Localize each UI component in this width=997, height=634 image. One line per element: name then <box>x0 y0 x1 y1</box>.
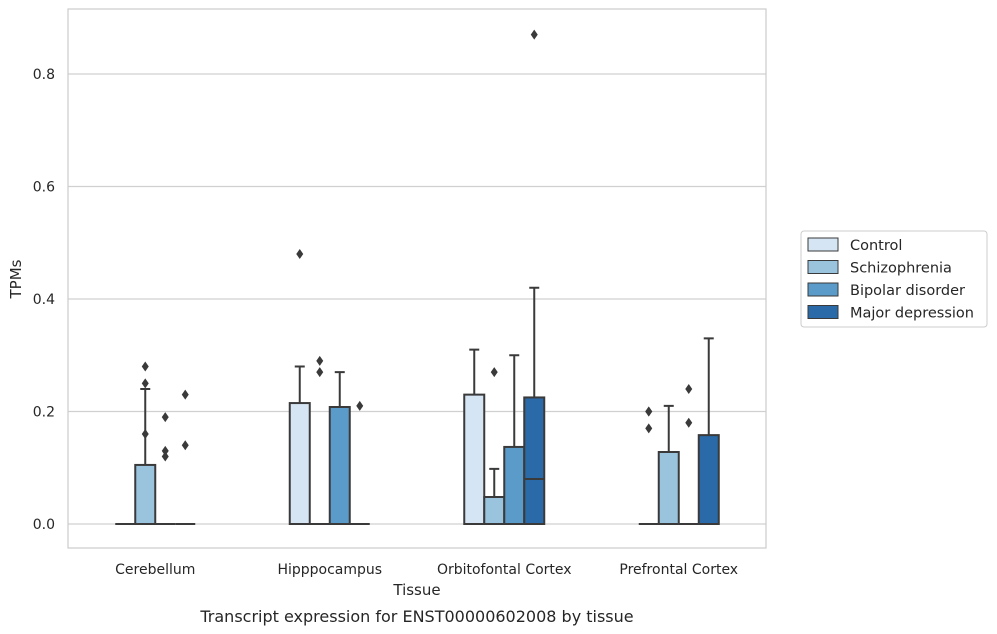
box-orbitofontal-cortex-schizophrenia <box>483 367 506 525</box>
outlier-point <box>141 429 149 439</box>
legend: Control Schizophrenia Bipolar disorder Majo… <box>800 230 988 328</box>
y-tick-label: 0.6 <box>33 180 55 196</box>
legend-swatch <box>807 282 839 297</box>
x-tick-label: Orbitofontal Cortex <box>437 562 572 578</box>
box-hipppocampus-schizophrenia <box>309 355 330 525</box>
outlier-point <box>685 384 693 394</box>
x-tick-labels: Cerebellum Hipppocampus Orbitofontal Corte… <box>115 562 738 578</box>
y-tick-label: 0.4 <box>33 292 55 308</box>
outlier-point <box>181 440 189 451</box>
box-body <box>503 445 526 525</box>
outlier-point <box>490 367 498 378</box>
plot-frame <box>67 8 767 549</box>
box-body <box>328 406 351 525</box>
legend-swatch <box>807 237 839 252</box>
box-body <box>483 496 506 525</box>
outlier-point <box>645 406 653 417</box>
outlier-point <box>161 451 169 462</box>
x-tick-label: Cerebellum <box>115 562 195 578</box>
outlier-point <box>316 355 324 366</box>
x-axis-label: Tissue <box>392 581 440 599</box>
outlier-point <box>141 361 149 372</box>
box-orbitofontal-cortex-major-depression <box>523 29 546 525</box>
legend-label: Major depression <box>850 306 974 322</box>
box-body <box>288 402 311 525</box>
box-hipppocampus-control <box>288 249 311 525</box>
outlier-point <box>645 423 653 434</box>
legend-swatch <box>807 305 839 319</box>
legend-frame <box>800 230 988 328</box>
box-cerebellum-bipolar-disorder <box>155 412 176 525</box>
box-prefrontal-cortex-major-depression <box>697 337 720 525</box>
outlier-point <box>530 29 538 40</box>
outlier-point <box>685 417 693 428</box>
box-prefrontal-cortex-bipolar-disorder <box>678 384 699 525</box>
box-cerebellum-major-depression <box>175 389 196 525</box>
y-tick-label: 0.2 <box>33 405 55 421</box>
outlier-point <box>161 445 169 456</box>
legend-label: Control <box>850 238 902 254</box>
box-cerebellum-schizophrenia <box>134 361 157 525</box>
x-tick-label: Prefrontal Cortex <box>619 562 738 578</box>
outlier-point <box>161 412 169 423</box>
box-orbitofontal-cortex-bipolar-disorder <box>503 354 526 525</box>
y-tick-label: 0.8 <box>33 67 55 83</box>
y-axis-label: TPMs <box>7 259 25 299</box>
boxes <box>115 29 720 525</box>
box-hipppocampus-bipolar-disorder <box>328 371 351 525</box>
box-prefrontal-cortex-schizophrenia <box>657 404 680 525</box>
box-body <box>697 434 720 525</box>
outlier-point <box>141 378 149 389</box>
y-tick-labels: 0.0 0.2 0.4 0.6 0.8 <box>33 67 55 533</box>
box-body <box>657 451 680 525</box>
box-body <box>463 393 486 525</box>
outlier-point <box>316 367 324 378</box>
x-tick-label: Hipppocampus <box>277 562 382 578</box>
legend-label: Schizophrenia <box>850 261 952 277</box>
outlier-point <box>356 400 364 411</box>
legend-label: Bipolar disorder <box>850 283 965 299</box>
y-tick-label: 0.0 <box>33 517 55 533</box>
box-body <box>523 396 546 525</box>
chart-caption: Transcript expression for ENST0000060200… <box>199 607 633 626</box>
legend-swatch <box>807 260 839 274</box>
outlier-point <box>181 389 189 400</box>
box-orbitofontal-cortex-control <box>463 348 486 525</box>
box-body <box>134 463 157 525</box>
box-hipppocampus-major-depression <box>349 400 370 525</box>
box-prefrontal-cortex-control <box>638 406 659 525</box>
outlier-point <box>296 249 304 259</box>
